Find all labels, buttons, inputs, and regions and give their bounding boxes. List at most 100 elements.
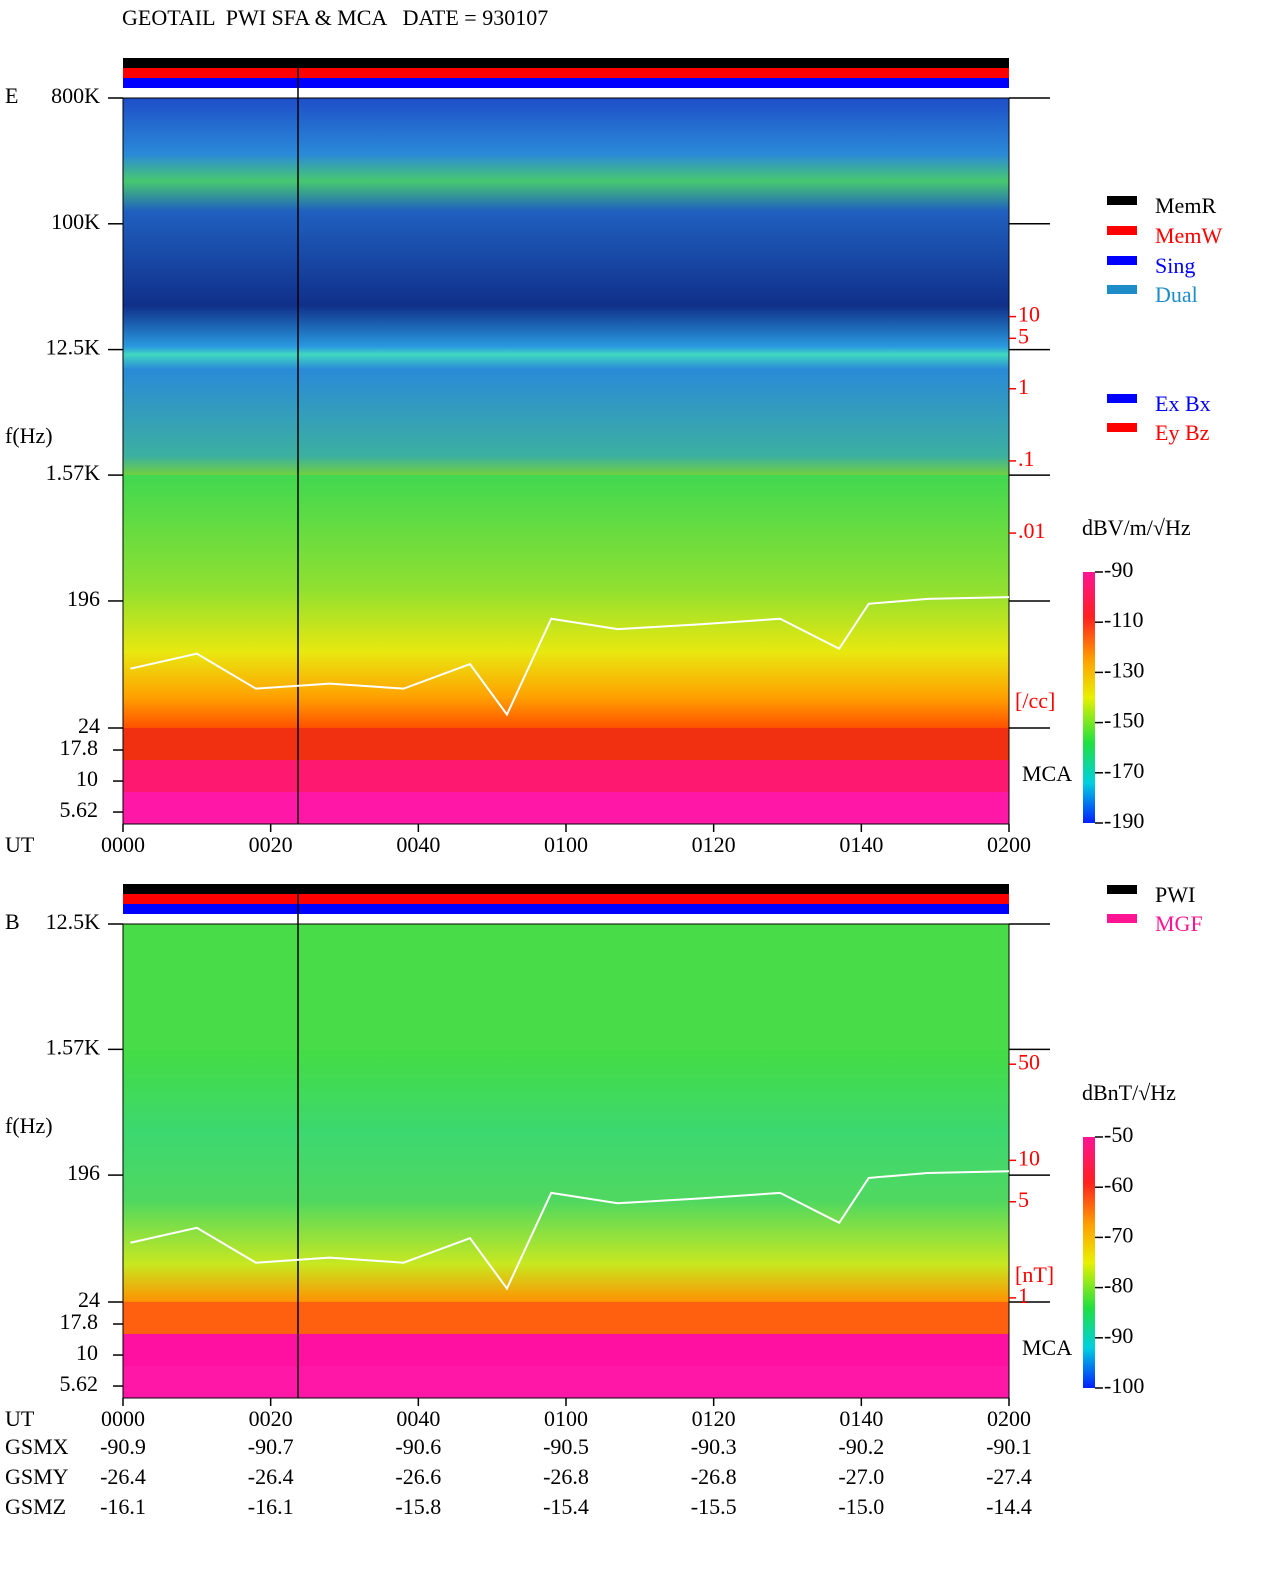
colorbar-tick-label: -130 xyxy=(1104,657,1144,682)
y-tick-label: 12.5K xyxy=(46,909,101,934)
orbit-value: -15.0 xyxy=(838,1494,884,1519)
x-axis-label: UT xyxy=(5,1406,35,1431)
orbit-value: -15.8 xyxy=(395,1494,441,1519)
orbit-label: GSMX xyxy=(5,1434,69,1459)
colorbar xyxy=(1083,572,1095,823)
y-axis-label: f(Hz) xyxy=(5,1113,53,1138)
y-tick-label: 24 xyxy=(78,1287,100,1312)
y-tick-label: 196 xyxy=(67,1160,100,1185)
legend-label: Dual xyxy=(1155,282,1198,307)
x-tick-label: 0200 xyxy=(987,1406,1031,1431)
orbit-value: -14.4 xyxy=(986,1494,1032,1519)
orbit-value: -90.6 xyxy=(395,1434,441,1459)
legend-swatch xyxy=(1107,285,1137,294)
colorbar-tick-label: -150 xyxy=(1104,708,1144,733)
legend-swatch xyxy=(1107,885,1137,894)
x-tick-label: 0100 xyxy=(544,1406,588,1431)
y2-tick-label: .01 xyxy=(1018,518,1046,543)
orbit-label: GSMY xyxy=(5,1464,69,1489)
spectrogram-low xyxy=(123,475,1009,728)
orbit-value: -90.5 xyxy=(543,1434,589,1459)
y-tick-label: 100K xyxy=(51,209,100,234)
y-axis-label: f(Hz) xyxy=(5,423,53,448)
colorbar-tick-label: -80 xyxy=(1104,1273,1133,1298)
legend-label: MGF xyxy=(1155,911,1203,936)
x-tick-label: 0140 xyxy=(839,1406,883,1431)
x-tick-label: 0020 xyxy=(249,832,293,857)
trace-line xyxy=(130,596,1010,717)
y-tick-label: 1.57K xyxy=(46,1034,101,1059)
y-tick-label: 196 xyxy=(67,586,100,611)
x-tick-label: 0040 xyxy=(396,832,440,857)
y2-axis-label: [/cc] xyxy=(1015,688,1055,713)
mca-tick-label: 17.8 xyxy=(60,735,99,760)
orbit-value: -26.6 xyxy=(395,1464,441,1489)
mca-band xyxy=(123,760,1009,792)
y2-tick-label: 5 xyxy=(1018,323,1029,348)
spectrogram-high xyxy=(123,924,1009,1050)
x-tick-label: 0000 xyxy=(101,832,145,857)
x-tick-label: 0040 xyxy=(396,1406,440,1431)
y2-tick-label: 10 xyxy=(1018,302,1040,327)
legend-label: MemW xyxy=(1155,223,1222,248)
legend-swatch xyxy=(1107,423,1137,432)
mca-band xyxy=(123,1366,1009,1398)
orbit-value: -26.4 xyxy=(248,1464,294,1489)
x-tick-label: 0120 xyxy=(692,1406,736,1431)
x-tick-label: 0120 xyxy=(692,832,736,857)
colorbar-tick-label: -60 xyxy=(1104,1172,1133,1197)
status-bar xyxy=(123,68,1009,78)
orbit-value: -15.5 xyxy=(691,1494,737,1519)
colorbar-tick-label: -100 xyxy=(1104,1373,1144,1398)
mca-tick-label: 5.62 xyxy=(60,797,99,822)
mca-band xyxy=(123,728,1009,760)
legend-swatch xyxy=(1107,196,1137,205)
y-tick-label: 24 xyxy=(78,713,100,738)
orbit-value: -27.0 xyxy=(838,1464,884,1489)
orbit-value: -90.3 xyxy=(691,1434,737,1459)
orbit-value: -27.4 xyxy=(986,1464,1032,1489)
status-bar xyxy=(123,884,1009,894)
mca-tick-label: 10 xyxy=(76,1340,98,1365)
colorbar-tick-label: -50 xyxy=(1104,1122,1133,1147)
y2-tick-label: 10 xyxy=(1018,1145,1040,1170)
orbit-value: -90.1 xyxy=(986,1434,1032,1459)
legend-swatch xyxy=(1107,394,1137,403)
status-bar xyxy=(123,58,1009,68)
legend-swatch xyxy=(1107,226,1137,235)
y-tick-label: 1.57K xyxy=(46,460,101,485)
status-bar xyxy=(123,904,1009,914)
colorbar-tick-label: -190 xyxy=(1104,808,1144,833)
orbit-value: -90.2 xyxy=(838,1434,884,1459)
mca-band xyxy=(123,792,1009,824)
x-tick-label: 0020 xyxy=(249,1406,293,1431)
colorbar-tick-label: -110 xyxy=(1104,607,1144,632)
x-tick-label: 0200 xyxy=(987,832,1031,857)
orbit-value: -26.8 xyxy=(691,1464,737,1489)
colorbar-tick-label: -170 xyxy=(1104,758,1144,783)
legend-label: MemR xyxy=(1155,193,1216,218)
orbit-value: -15.4 xyxy=(543,1494,589,1519)
orbit-value: -90.9 xyxy=(100,1434,146,1459)
chart-title: GEOTAIL PWI SFA & MCA DATE = 930107 xyxy=(122,5,548,30)
mca-tick-label: 10 xyxy=(76,766,98,791)
orbit-value: -16.1 xyxy=(248,1494,294,1519)
colorbar-label: dBV/m/√Hz xyxy=(1082,515,1191,540)
y2-tick-label: .1 xyxy=(1018,446,1035,471)
x-tick-label: 0140 xyxy=(839,832,883,857)
colorbar-tick-label: -90 xyxy=(1104,557,1133,582)
trace-line xyxy=(130,1170,1010,1291)
y2-tick-label: 1 xyxy=(1018,1283,1029,1308)
mca-tick-label: 5.62 xyxy=(60,1371,99,1396)
mca-tick-label: 17.8 xyxy=(60,1309,99,1334)
legend-swatch xyxy=(1107,914,1137,923)
colorbar xyxy=(1083,1137,1095,1388)
y2-axis-label: [nT] xyxy=(1015,1262,1054,1287)
legend-label: Ey Bz xyxy=(1155,420,1210,445)
x-tick-label: 0000 xyxy=(101,1406,145,1431)
y2-tick-label: 1 xyxy=(1018,374,1029,399)
y2-tick-label: 50 xyxy=(1018,1049,1040,1074)
panel-label: B xyxy=(5,909,20,934)
colorbar-tick-label: -70 xyxy=(1104,1222,1133,1247)
